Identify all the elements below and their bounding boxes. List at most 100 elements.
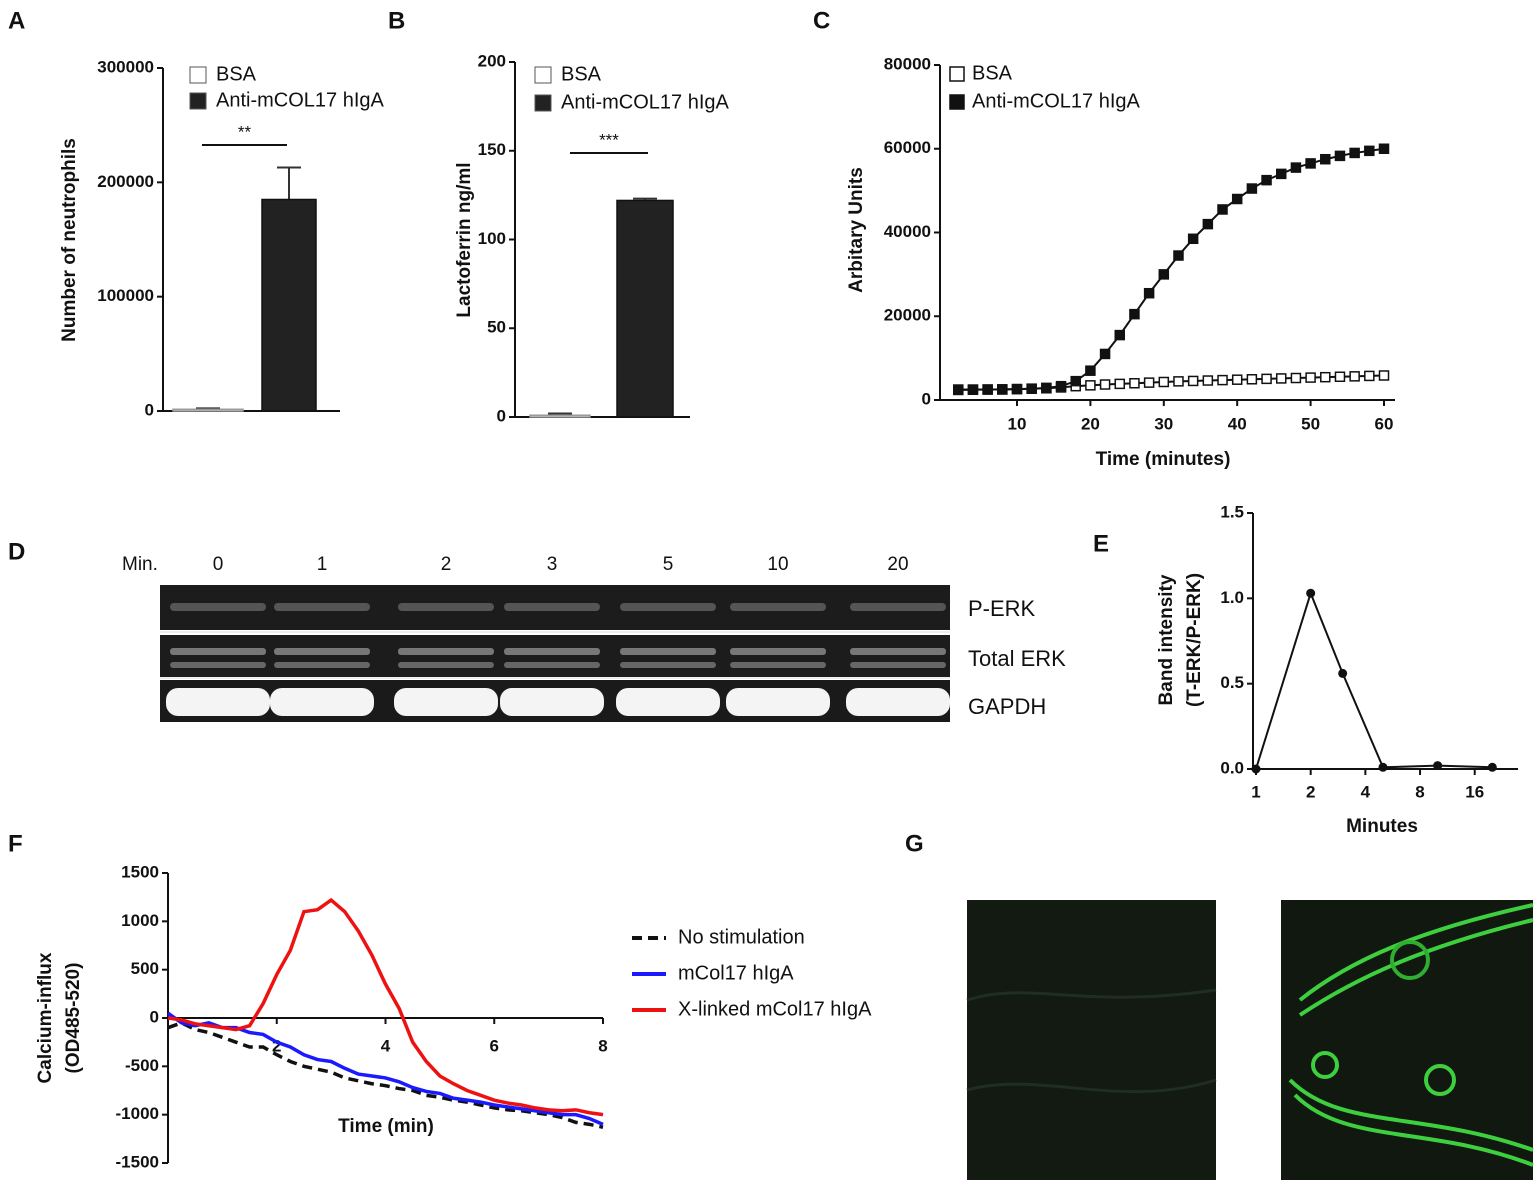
panel-label: D xyxy=(8,538,25,565)
image xyxy=(1281,900,1533,1180)
y-tick-label: 1000 xyxy=(121,911,159,930)
marker xyxy=(1305,372,1316,383)
band xyxy=(620,648,716,655)
x-axis-title: Time (min) xyxy=(338,1116,434,1137)
legend-swatch xyxy=(534,66,552,84)
legend-label: Anti-mCOL17 hIgA xyxy=(216,89,385,111)
band xyxy=(730,603,826,611)
marker xyxy=(1070,375,1081,387)
y-axis-title: (T-ERK/P-ERK) xyxy=(1184,573,1205,707)
marker xyxy=(1129,378,1140,389)
marker xyxy=(1187,233,1199,245)
marker xyxy=(1320,371,1331,383)
y-axis-title: Band intensity xyxy=(1156,574,1177,705)
marker xyxy=(997,384,1008,395)
marker xyxy=(1099,348,1111,360)
panel-label: G xyxy=(905,830,924,857)
marker xyxy=(1085,365,1096,376)
x-tick-label: 8 xyxy=(1415,782,1424,801)
marker xyxy=(1246,374,1258,385)
panel-label: C xyxy=(813,7,830,34)
band xyxy=(504,648,600,655)
y-tick-label: 100 xyxy=(478,229,506,248)
y-tick-label: 1.0 xyxy=(1220,588,1244,607)
marker xyxy=(1085,380,1096,391)
band xyxy=(616,688,720,716)
marker xyxy=(1055,380,1067,392)
marker xyxy=(1334,150,1346,162)
lane-label: 3 xyxy=(547,554,558,575)
y-tick-label: 0 xyxy=(922,389,931,408)
y-tick-label: -500 xyxy=(125,1056,159,1075)
legend-swatch xyxy=(949,66,965,82)
band xyxy=(850,603,946,611)
y-tick-label: 1500 xyxy=(121,862,159,881)
marker xyxy=(1306,588,1316,598)
band xyxy=(620,603,716,611)
marker xyxy=(1173,250,1184,261)
marker xyxy=(1217,374,1228,386)
y-tick-label: -1500 xyxy=(116,1152,159,1171)
band xyxy=(726,688,830,716)
bar xyxy=(616,199,674,418)
bar xyxy=(172,408,244,412)
band xyxy=(850,648,946,655)
bar xyxy=(529,414,591,418)
y-tick-label: 0 xyxy=(150,1007,159,1026)
marker xyxy=(1041,382,1052,394)
band xyxy=(170,603,266,611)
blot-row xyxy=(160,635,950,677)
image xyxy=(967,900,1216,1180)
y-tick-label: 100000 xyxy=(97,286,154,305)
micrograph-left xyxy=(966,900,1217,1180)
y-axis-title: Lactoferrin ng/ml xyxy=(454,162,475,317)
legend-swatch xyxy=(189,66,207,84)
marker xyxy=(1202,375,1214,386)
band xyxy=(394,688,498,716)
legend-label: BSA xyxy=(561,63,602,85)
tissue xyxy=(1311,1051,1339,1079)
legend-label: No stimulation xyxy=(678,926,805,948)
marker xyxy=(1187,375,1199,387)
marker xyxy=(1334,371,1346,383)
blot-time-label: Min. xyxy=(122,554,158,575)
legend-swatch xyxy=(534,94,552,112)
marker xyxy=(1011,383,1023,395)
marker xyxy=(1487,762,1497,772)
y-axis-title: Calcium-influx xyxy=(35,952,56,1083)
marker xyxy=(1378,762,1388,772)
marker xyxy=(1338,668,1348,678)
x-tick-label: 60 xyxy=(1375,414,1394,433)
lane-label: 1 xyxy=(317,554,328,575)
legend-label: Anti-mCOL17 hIgA xyxy=(972,90,1141,112)
band xyxy=(730,662,826,668)
marker xyxy=(1143,377,1155,388)
marker xyxy=(1202,218,1214,230)
legend-label: BSA xyxy=(972,62,1013,84)
band xyxy=(166,688,270,716)
x-tick-label: 40 xyxy=(1228,414,1247,433)
y-tick-label: 1.5 xyxy=(1220,502,1244,521)
y-tick-label: 80000 xyxy=(884,54,931,73)
y-tick-label: 50 xyxy=(487,318,506,337)
marker xyxy=(953,384,964,395)
x-tick-label: 30 xyxy=(1154,414,1173,433)
x-tick-label: 20 xyxy=(1081,414,1100,433)
y-tick-label: 40000 xyxy=(884,222,931,241)
band xyxy=(398,603,494,611)
y-tick-label: 20000 xyxy=(884,306,931,325)
lane-label: 0 xyxy=(213,554,224,575)
legend-swatch xyxy=(189,92,207,110)
marker xyxy=(1290,162,1302,173)
x-tick-label: 6 xyxy=(490,1036,499,1055)
y-axis-title: Arbitary Units xyxy=(846,167,867,293)
marker xyxy=(1129,308,1140,320)
marker xyxy=(1305,158,1316,169)
band xyxy=(274,648,370,655)
tissue xyxy=(966,988,1217,1094)
marker xyxy=(982,384,993,395)
marker xyxy=(1349,147,1360,159)
x-tick-label: 16 xyxy=(1465,782,1484,801)
significance-label: *** xyxy=(599,130,619,149)
lane-label: 2 xyxy=(441,554,452,575)
